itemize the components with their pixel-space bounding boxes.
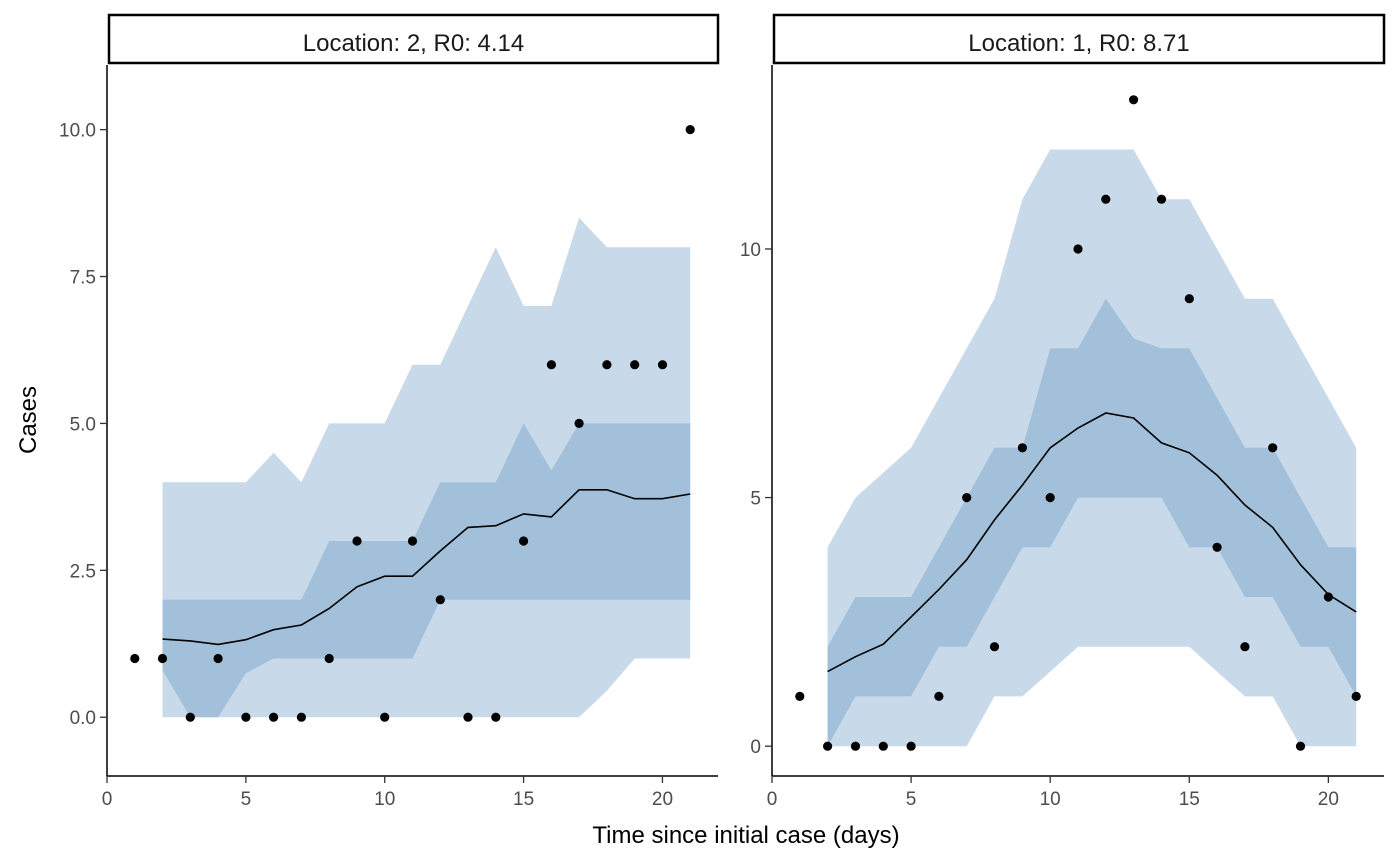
panel-2-observed-point [1073,244,1083,254]
panel-1-observed-point [574,418,584,428]
panel-1-observed-point [463,712,473,722]
panel-2-title: Location: 1, R0: 8.71 [968,30,1189,57]
panel-1-observed-point [157,653,168,664]
panel-1-y-tick-label: 7.5 [70,268,96,289]
panel-1-observed-point [657,360,668,370]
panel-1-observed-point [213,653,223,664]
panel-2-observed-point [823,741,833,751]
panel-2-observed-point [1129,95,1139,105]
panel-2-observed-point [1101,194,1111,204]
panel-1-x-tick-label: 10 [374,789,395,810]
panel-1-observed-point [380,712,390,722]
panel-2-observed-point [989,642,1000,652]
panel-1-observed-point [491,712,501,722]
panel-2-observed-point [1045,493,1055,503]
x-axis-title: Time since initial case (days) [592,822,899,849]
panel-1-observed-point [269,712,279,722]
panel-1-x-tick-label: 0 [102,789,113,810]
panel-2-observed-point [1295,741,1306,751]
panel-2-observed-point [1017,443,1027,453]
panel-1-y-tick-label: 2.5 [70,561,96,582]
panel-2-inner-band [827,298,1357,747]
panel-2-median-line [827,412,1357,673]
panel-1-observed-point [296,712,306,722]
panel-2-x-tick-label: 5 [906,789,917,810]
panel-1-x-tick-label: 15 [513,789,534,810]
panel-1-observed-point [407,536,418,546]
panel-1-y-tick-label: 10.0 [59,121,96,142]
panel-1-observed-point [630,360,640,370]
panel-1-observed-point [324,653,334,664]
panel-1-observed-point [519,536,529,546]
panel-1-observed-point [685,125,695,135]
panel-1-observed-point [546,360,557,370]
panel-1-observed-point [185,712,195,722]
panel-2-observed-point [906,741,916,751]
panel-1-inner-band [162,423,691,718]
panel-1-median-line [162,489,691,646]
panel-1-y-ticks: 0.0 2.5 5.0 7.5 10.0 [59,121,107,729]
panel-1-observed-point [435,595,445,605]
panel-2-observed-point [1323,592,1333,602]
panel-location-1: Location: 1, R0: 8.71 0 5 10 0 5 10 15 20 [740,13,1386,810]
panel-2-observed-point [962,493,972,503]
panel-1-observed-point [130,653,140,664]
panel-1-x-tick-label: 20 [652,789,673,810]
panel-2-observed-point [878,741,888,751]
panel-2-x-tick-label: 0 [767,789,778,810]
panel-1-plot-area [130,125,695,722]
y-axis-title: Cases [15,386,42,454]
panel-2-y-tick-label: 0 [750,737,761,758]
panel-2-x-tick-label: 20 [1318,789,1339,810]
panel-1-title: Location: 2, R0: 4.14 [303,30,524,57]
panel-2-observed-point [850,741,861,751]
panel-1-x-tick-label: 5 [241,789,252,810]
panel-2-observed-point [1184,294,1194,304]
panel-2-plot-area [795,95,1361,751]
panel-1-y-tick-label: 0.0 [70,708,96,729]
panel-2-observed-point [1351,691,1361,702]
panel-2-observed-point [1156,194,1167,204]
panel-location-2: Location: 2, R0: 4.14 0.0 2.5 5.0 7.5 10.0 0… [59,13,720,810]
panel-1-observed-point [352,536,362,546]
panel-1-observed-point [602,360,612,370]
panel-1-strip [107,13,720,65]
panel-1-y-tick-label: 5.0 [70,414,96,435]
panel-2-observed-point [1240,642,1250,652]
panel-1-observed-point [241,712,251,722]
panel-2-observed-point [1212,542,1222,552]
panel-2-observed-point [795,691,805,702]
panel-2-observed-point [1268,443,1278,453]
panel-2-y-ticks: 0 5 10 [740,240,772,758]
panel-2-y-tick-label: 10 [740,240,761,261]
panel-2-strip [772,13,1386,65]
panel-2-x-ticks: 0 5 10 15 20 [767,776,1339,810]
panel-2-x-tick-label: 15 [1179,789,1200,810]
panel-1-x-ticks: 0 5 10 15 20 [102,776,673,810]
panel-2-y-tick-label: 5 [750,489,761,510]
panel-2-x-tick-label: 10 [1040,789,1061,810]
panel-2-observed-point [934,691,944,702]
